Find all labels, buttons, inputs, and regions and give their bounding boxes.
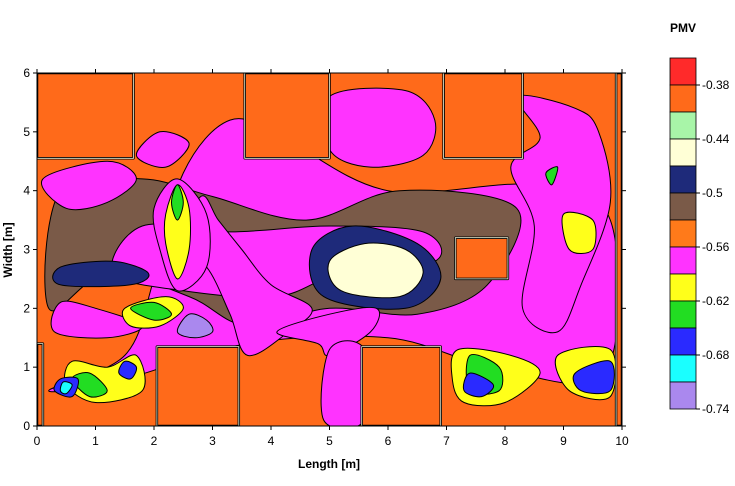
y-tick-label: 0 xyxy=(23,419,30,433)
x-tick-label: 6 xyxy=(385,434,392,448)
colorbar-swatch xyxy=(669,57,697,86)
x-tick-label: 2 xyxy=(151,434,158,448)
colorbar-swatch xyxy=(669,381,697,410)
colorbar-swatch xyxy=(669,84,697,113)
x-tick-label: 1 xyxy=(92,434,99,448)
colorbar-swatch xyxy=(669,354,697,383)
y-tick-label: 6 xyxy=(23,66,30,80)
contour-zone xyxy=(118,360,138,380)
colorbar-label: -0.44 xyxy=(702,132,730,146)
colorbar-swatch xyxy=(669,300,697,329)
contour-zone xyxy=(135,131,190,168)
x-tick-label: 8 xyxy=(502,434,509,448)
colorbar-swatch xyxy=(669,273,697,302)
obstacle-edge xyxy=(615,73,622,426)
colorbar-label: -0.5 xyxy=(702,186,723,200)
contour-zone xyxy=(176,313,214,339)
obstacle-edge xyxy=(454,237,509,280)
x-axis: 0 1 2 3 4 5 6 7 8 9 10 xyxy=(34,69,629,448)
contour-zones xyxy=(40,87,620,426)
x-tick-label: 3 xyxy=(209,434,216,448)
y-tick-label: 4 xyxy=(23,184,30,198)
colorbar-label: -0.56 xyxy=(702,240,730,254)
y-tick-label: 3 xyxy=(23,243,30,257)
y-axis-title: Width [m] xyxy=(1,222,15,277)
colorbar-label: -0.62 xyxy=(702,294,730,308)
colorbar-label: -0.38 xyxy=(702,78,730,92)
x-axis-title: Length [m] xyxy=(298,457,360,471)
colorbar-swatch xyxy=(669,219,697,248)
x-tick-label: 10 xyxy=(615,434,629,448)
obstacles xyxy=(37,73,622,426)
obstacle-block xyxy=(155,345,241,426)
obstacle-edge xyxy=(443,73,523,159)
contour-zone xyxy=(327,242,424,299)
contour-zone xyxy=(462,372,495,398)
colorbar-swatch xyxy=(669,327,697,356)
colorbar-swatch xyxy=(669,246,697,275)
obstacle-block xyxy=(442,73,524,160)
contour-zone xyxy=(52,260,150,288)
obstacle-block xyxy=(614,73,622,426)
obstacle-edge xyxy=(37,343,44,426)
y-tick-label: 5 xyxy=(23,125,30,139)
obstacle-edge xyxy=(244,73,330,159)
x-tick-label: 5 xyxy=(326,434,333,448)
colorbar-swatch xyxy=(669,111,697,140)
obstacle-block xyxy=(360,345,442,426)
x-tick-label: 0 xyxy=(34,434,41,448)
obstacle-block xyxy=(37,73,135,160)
colorbar-swatch xyxy=(669,138,697,167)
obstacle-edge xyxy=(156,346,240,426)
obstacle-block xyxy=(454,236,510,281)
obstacle-block xyxy=(243,73,331,160)
colorbar-swatch xyxy=(669,165,697,194)
colorbar-title: PMV xyxy=(670,21,696,35)
contour-zone xyxy=(510,94,612,334)
x-tick-label: 9 xyxy=(560,434,567,448)
contour-zone xyxy=(176,195,313,357)
colorbar-label: -0.68 xyxy=(702,348,730,362)
contour-zone xyxy=(321,87,437,168)
contour-zone xyxy=(59,381,73,395)
contour-zone xyxy=(71,372,108,398)
contour-zone xyxy=(545,166,559,186)
contour-zone xyxy=(40,160,137,211)
contour-zone xyxy=(163,184,192,280)
contour-zone xyxy=(170,184,184,221)
obstacle-block xyxy=(37,342,45,426)
colorbar-label: -0.74 xyxy=(702,402,730,416)
y-tick-label: 2 xyxy=(23,301,30,315)
y-tick-label: 1 xyxy=(23,360,30,374)
x-tick-label: 4 xyxy=(268,434,275,448)
obstacle-edge xyxy=(361,346,442,426)
contour-zone xyxy=(572,360,615,395)
contour-zone xyxy=(130,301,173,321)
obstacle-edge xyxy=(37,73,134,159)
colorbar-swatch xyxy=(669,192,697,221)
y-axis: 0 1 2 3 4 5 6 xyxy=(23,66,626,433)
contour-zone xyxy=(561,211,597,255)
colorbar: -0.38 -0.44 -0.5 -0.56 -0.62 -0.68 -0.74 xyxy=(669,57,730,416)
x-tick-label: 7 xyxy=(443,434,450,448)
